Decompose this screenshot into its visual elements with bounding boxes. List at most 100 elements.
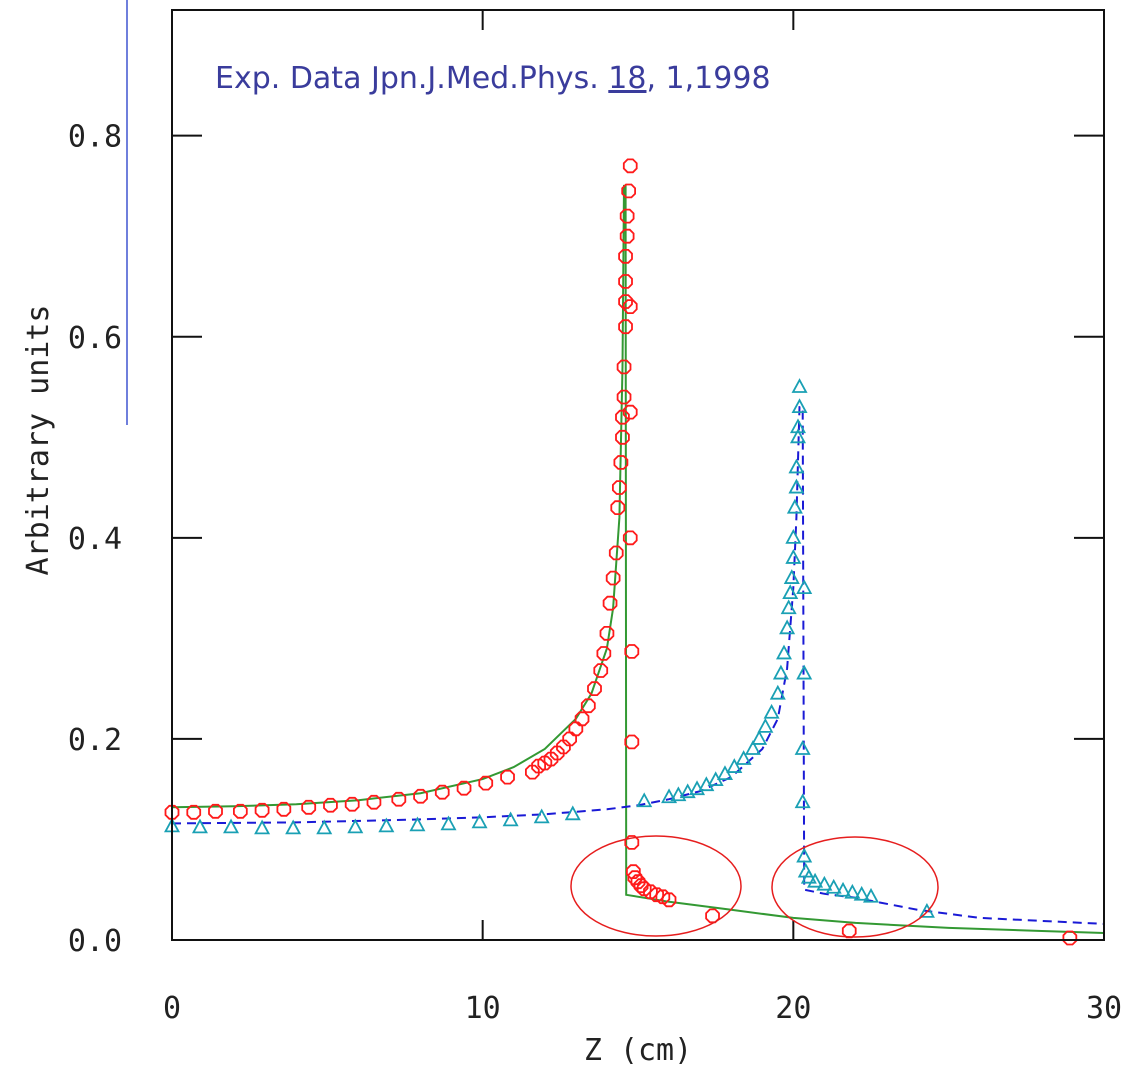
data-point [549,745,565,761]
data-point [254,802,270,818]
data-point [613,455,629,470]
data-point [763,703,780,719]
data-point [316,819,333,835]
data-point [918,902,935,918]
y-axis-label: Arbitrary units [21,305,56,576]
data-point [757,717,774,733]
data-point [785,549,802,564]
data-point [776,644,793,660]
y-tick-label: 0.8 [68,120,122,155]
x-tick-label: 30 [1086,991,1122,1026]
data-point [630,874,646,890]
data-point [366,794,382,810]
data-point [191,818,208,834]
data-point [525,764,540,780]
data-point [1062,930,1078,946]
x-axis-label: Z (cm) [584,1033,692,1068]
y-tick-label: 0.2 [68,723,122,758]
data-point [593,663,609,678]
data-point [602,595,618,611]
data-point [285,819,302,835]
data-point [208,803,223,819]
data-point [615,409,630,425]
data-point [622,299,638,315]
data-point [596,646,612,661]
data-point [636,792,653,808]
data-point [698,776,715,792]
data-point [232,803,248,819]
data-point [599,626,615,641]
annotation: Exp. Data Jpn.J.Med.Phys. 18, 1,1998 [215,61,771,96]
data-point [796,847,813,863]
data-point [347,818,364,834]
plot-area [163,10,1105,946]
data-point [735,750,752,765]
data-point [605,570,621,586]
data-point [616,359,632,375]
data-point [612,480,627,495]
data-point [580,698,596,714]
data-point [791,378,808,393]
annotation-text: Exp. Data Jpn.J.Med.Phys. [215,61,608,96]
data-point [791,398,808,414]
highlight-ellipse [771,836,939,938]
data-point [783,569,800,584]
data-point [853,885,870,901]
x-tick-label: 20 [775,991,811,1026]
data-point [478,775,494,791]
data-point [670,786,687,802]
data-point [537,755,553,771]
data-point [627,870,643,885]
data-point [556,739,571,755]
data-point [844,883,861,899]
highlight-ellipse [570,835,742,937]
data-point [344,796,360,812]
data-point [610,500,626,515]
data-point [726,758,743,773]
data-point [841,923,857,939]
data-point [502,811,519,827]
y-tick-label: 0.0 [68,924,122,959]
data-point [621,183,636,199]
data-point [276,801,292,817]
data-point [622,158,638,174]
data-point [587,681,602,696]
frame [171,9,1105,941]
data-point [772,664,789,680]
y-tick-label: 0.4 [68,522,122,557]
data-point [794,793,811,809]
data-point [786,498,803,514]
data-point [568,721,584,737]
data-point [622,530,638,546]
data-point [825,878,842,894]
data-point [533,808,550,824]
data-point [624,734,640,750]
data-point [471,813,488,829]
data-point [378,817,395,833]
data-point [744,740,761,755]
data-point [434,784,450,800]
x-tick-label: 0 [163,991,181,1026]
data-point [807,872,824,888]
data-point [186,804,202,820]
data-point [615,429,630,445]
data-point [769,684,786,700]
data-point [254,819,271,835]
data-point [796,664,813,680]
data-point [619,208,635,224]
data-point [456,780,472,796]
data-point [835,881,852,897]
data-point [543,751,559,767]
data-point [816,875,833,891]
data-point [618,294,633,309]
data-point [323,797,338,813]
data-point [301,799,317,815]
data-point [661,788,678,804]
data-point [500,769,515,785]
data-point [789,418,807,434]
data-point [679,783,696,799]
data-point [779,619,796,635]
data-point [622,404,638,420]
data-point [616,389,632,405]
